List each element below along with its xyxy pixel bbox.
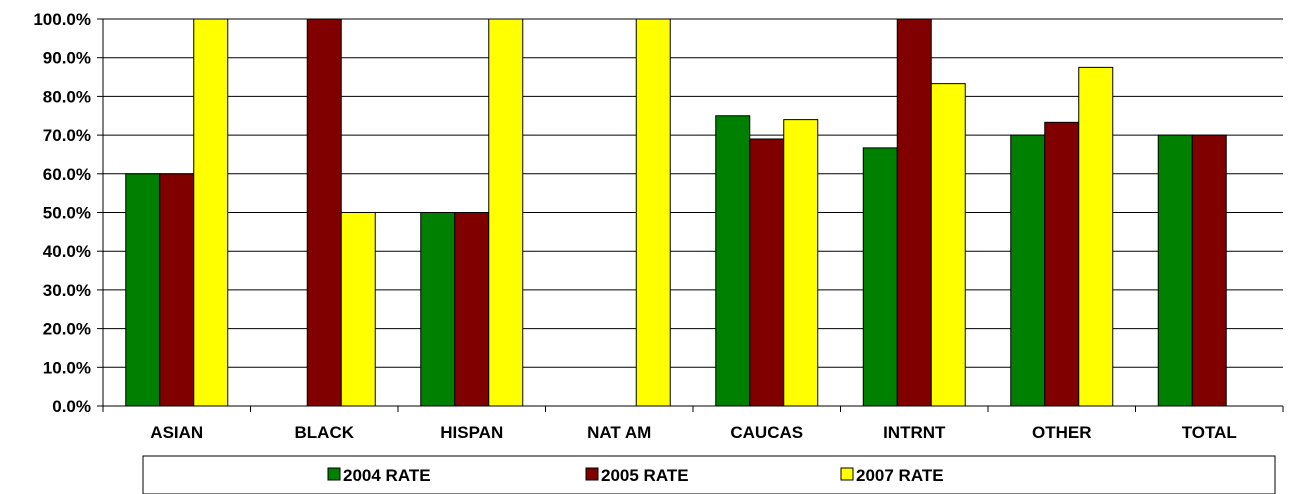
- legend-swatch: [840, 467, 854, 481]
- bar-2004-rate-total: [1157, 134, 1193, 407]
- legend-box: [142, 455, 1276, 494]
- axes: [97, 18, 1284, 412]
- bar-2005-rate-total: [1191, 134, 1227, 407]
- y-tick-label: 90.0%: [43, 49, 91, 68]
- legend-swatch: [327, 467, 341, 481]
- bar-2004-rate-intrnt: [862, 147, 898, 407]
- y-tick-labels: 0.0% 10.0% 20.0% 30.0% 40.0% 50.0% 60.0% 70.0% 8…: [33, 10, 91, 416]
- legend-swatch: [585, 467, 599, 481]
- y-tick-label: 80.0%: [43, 87, 91, 106]
- category-label: NAT AM: [587, 423, 651, 442]
- category-label: TOTAL: [1182, 423, 1237, 442]
- category-labels: ASIAN BLACK HISPAN NAT AM CAUCAS INTRNT OTHER T…: [150, 423, 1237, 442]
- category-label: HISPAN: [440, 423, 503, 442]
- y-tick-label: 20.0%: [43, 320, 91, 339]
- category-label: ASIAN: [150, 423, 203, 442]
- bar-2007-rate-asian: [193, 18, 229, 407]
- y-tick-label: 50.0%: [43, 204, 91, 223]
- bar-2007-rate-caucas: [783, 119, 819, 407]
- bar-2005-rate-asian: [159, 173, 195, 407]
- y-tick-label: 60.0%: [43, 165, 91, 184]
- bar-2007-rate-hispan: [488, 18, 524, 407]
- legend: 2004 RATE 2005 RATE 2007 RATE: [142, 455, 1276, 494]
- y-tick-label: 100.0%: [33, 10, 91, 29]
- bar-2005-rate-black: [306, 18, 342, 407]
- legend-label: 2005 RATE: [601, 466, 689, 485]
- y-tick-label: 70.0%: [43, 126, 91, 145]
- y-tick-label: 10.0%: [43, 358, 91, 377]
- bar-2004-rate-asian: [125, 173, 161, 407]
- bar-2007-rate-black: [340, 212, 376, 407]
- legend-label: 2007 RATE: [856, 466, 944, 485]
- category-label: OTHER: [1032, 423, 1092, 442]
- legend-label: 2004 RATE: [343, 466, 431, 485]
- bar-2005-rate-intrnt: [896, 18, 932, 407]
- bar-2005-rate-caucas: [749, 138, 785, 407]
- bar-2007-rate-nat-am: [635, 18, 671, 407]
- gridlines: [103, 18, 1283, 368]
- category-label: CAUCAS: [730, 423, 803, 442]
- bar-2005-rate-hispan: [454, 212, 490, 407]
- category-label: BLACK: [295, 423, 355, 442]
- y-tick-label: 30.0%: [43, 281, 91, 300]
- bar-2004-rate-hispan: [420, 212, 456, 407]
- bar-2004-rate-other: [1010, 134, 1046, 407]
- y-tick-label: 40.0%: [43, 242, 91, 261]
- bar-2004-rate-caucas: [715, 115, 751, 407]
- bar-2007-rate-other: [1078, 66, 1114, 407]
- y-tick-label: 0.0%: [52, 397, 91, 416]
- bar-2005-rate-other: [1044, 121, 1080, 407]
- bar-2007-rate-intrnt: [930, 83, 966, 407]
- category-label: INTRNT: [883, 423, 946, 442]
